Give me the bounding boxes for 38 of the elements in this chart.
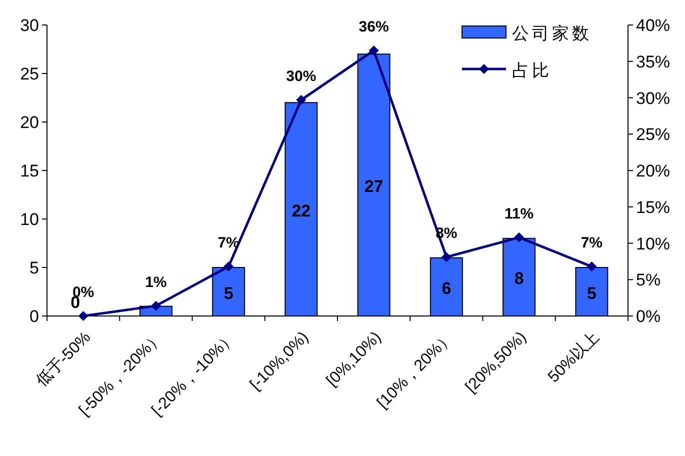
y2-tick-label: 25% bbox=[636, 125, 670, 144]
data-label: 7% bbox=[580, 234, 603, 252]
y2-tick-label: 0% bbox=[636, 307, 661, 326]
data-label: 5 bbox=[224, 284, 234, 303]
point bbox=[368, 45, 379, 56]
y2-tick-label: 20% bbox=[636, 162, 670, 180]
legend-label: 公司家数 bbox=[512, 24, 592, 43]
y-tick-label: 5 bbox=[30, 258, 39, 278]
point bbox=[78, 311, 88, 321]
y2-tick-label: 35% bbox=[636, 52, 670, 72]
data-label: 6 bbox=[442, 278, 452, 298]
legend-label: 占比 bbox=[512, 61, 552, 80]
x-tick-label: 50%以上 bbox=[544, 328, 603, 386]
data-label: 11% bbox=[504, 205, 534, 222]
point bbox=[224, 262, 234, 272]
y2-tick-label: 10% bbox=[636, 234, 670, 254]
y-tick-label: 0 bbox=[30, 307, 39, 326]
data-label: 22 bbox=[292, 201, 311, 220]
point bbox=[150, 300, 161, 311]
data-label: 8 bbox=[514, 269, 524, 288]
data-label: 5 bbox=[586, 284, 596, 303]
point bbox=[441, 252, 452, 262]
y-tick-label: 25 bbox=[20, 64, 39, 84]
y2-tick-label: 15% bbox=[636, 198, 670, 217]
point bbox=[514, 232, 524, 242]
y2-tick-label: 5% bbox=[636, 270, 661, 290]
y2-tick-label: 40% bbox=[636, 16, 670, 35]
data-label: 36% bbox=[358, 18, 389, 36]
data-label: 30% bbox=[286, 68, 316, 85]
data-label: 1% bbox=[145, 274, 167, 291]
y-tick-label: 10 bbox=[20, 210, 39, 229]
point bbox=[296, 94, 306, 105]
data-label: 27 bbox=[364, 177, 384, 196]
point bbox=[586, 262, 597, 272]
y-tick-label: 30 bbox=[20, 16, 39, 35]
y-tick-label: 20 bbox=[20, 113, 39, 132]
y2-tick-label: 30% bbox=[636, 88, 670, 108]
y-tick-label: 15 bbox=[20, 162, 39, 180]
